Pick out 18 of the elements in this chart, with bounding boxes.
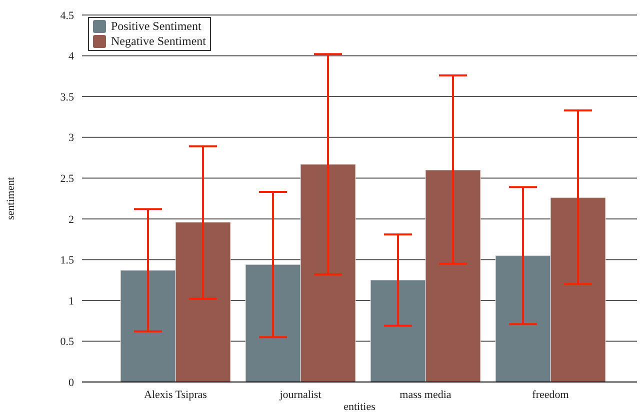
legend-label: Negative Sentiment	[111, 34, 206, 49]
y-tick-label: 4	[68, 50, 74, 63]
x-tick-label: Alexis Tsipras	[144, 388, 207, 401]
y-tick-label: 0.5	[60, 336, 74, 348]
y-tick-label: 1.5	[60, 254, 74, 267]
y-tick-label: 1	[68, 295, 74, 308]
y-tick-label: 2	[68, 214, 74, 226]
y-tick-label: 4.5	[60, 10, 74, 22]
y-tick-label: 0	[68, 376, 74, 389]
x-tick-label: freedom	[532, 388, 570, 401]
y-tick-label: 3	[68, 132, 74, 144]
x-axis-title: entities	[344, 401, 376, 413]
y-tick-label: 2.5	[60, 173, 74, 186]
legend-label: Positive Sentiment	[111, 19, 202, 34]
y-tick-label: 3.5	[60, 91, 74, 104]
x-tick-label: journalist	[278, 388, 322, 401]
x-tick-label: mass media	[400, 388, 452, 401]
y-axis-title: sentiment	[4, 177, 17, 220]
